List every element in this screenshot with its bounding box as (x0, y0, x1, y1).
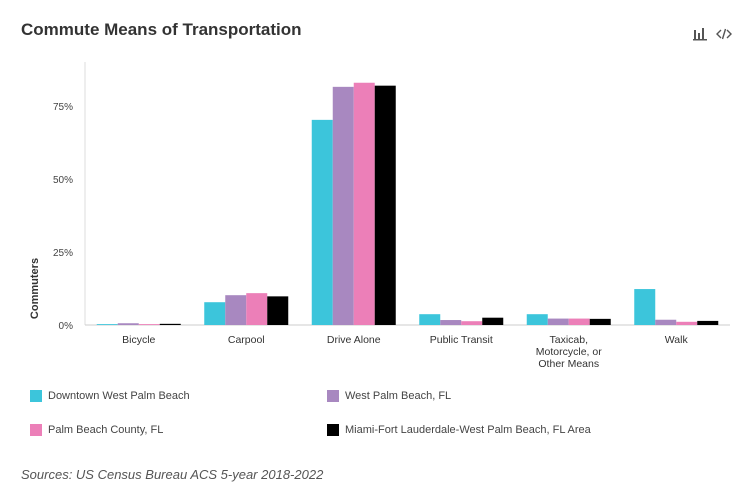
bar-chart-icon[interactable] (692, 26, 708, 42)
bar (96, 324, 118, 325)
bar (634, 289, 656, 325)
y-axis-label: Commuters (29, 258, 41, 319)
legend-swatch (30, 390, 42, 402)
chart-title: Commute Means of Transportation (21, 20, 302, 39)
x-tick-label: Carpool (228, 334, 265, 346)
legend-label: Miami-Fort Lauderdale-West Palm Beach, F… (345, 424, 591, 436)
bar (204, 302, 226, 325)
legend-item[interactable]: West Palm Beach, FL (327, 390, 451, 402)
bar (568, 318, 590, 325)
bar (311, 119, 333, 325)
legend-label: West Palm Beach, FL (345, 390, 452, 402)
legend-swatch (327, 390, 339, 402)
bar (225, 295, 247, 325)
bar (374, 85, 396, 325)
bar (482, 317, 504, 325)
legend-swatch (30, 424, 42, 436)
bar (589, 318, 611, 325)
legend-item[interactable]: Palm Beach County, FL (30, 424, 163, 436)
legend-item[interactable]: Downtown West Palm Beach (30, 390, 190, 402)
y-tick-label: 0% (59, 321, 74, 332)
bar (419, 314, 441, 325)
bar (676, 321, 698, 325)
bar (461, 321, 483, 325)
bar (547, 318, 569, 325)
x-tick-label: Other Means (538, 358, 599, 370)
source-note: Sources: US Census Bureau ACS 5-year 201… (21, 467, 324, 482)
legend-swatch (327, 424, 339, 436)
bar (246, 293, 268, 325)
bar (138, 324, 160, 325)
y-tick-label: 25% (53, 248, 73, 259)
legend-item[interactable]: Miami-Fort Lauderdale-West Palm Beach, F… (327, 424, 591, 436)
x-tick-label: Bicycle (122, 334, 155, 346)
bar (526, 314, 548, 325)
bar (697, 320, 719, 325)
x-tick-label: Taxicab, (549, 334, 588, 346)
x-tick-label: Public Transit (430, 334, 493, 346)
y-tick-label: 50% (53, 175, 73, 186)
code-icon[interactable] (716, 26, 732, 42)
y-tick-label: 75% (53, 102, 73, 113)
bar (117, 323, 139, 325)
bar (159, 323, 181, 325)
bar (267, 296, 289, 325)
legend-label: Downtown West Palm Beach (48, 390, 190, 402)
bar (332, 86, 354, 325)
x-tick-label: Motorcycle, or (536, 346, 602, 358)
x-tick-label: Drive Alone (327, 334, 381, 346)
chart-tools (692, 26, 732, 42)
legend-label: Palm Beach County, FL (48, 424, 164, 436)
bar (440, 320, 462, 325)
bar (353, 82, 375, 326)
bar (655, 319, 677, 325)
bar-chart: 0% 25% 50% 75% Commuters Bicycle Carpool Drive … (29, 62, 730, 370)
x-tick-label: Walk (665, 334, 689, 346)
